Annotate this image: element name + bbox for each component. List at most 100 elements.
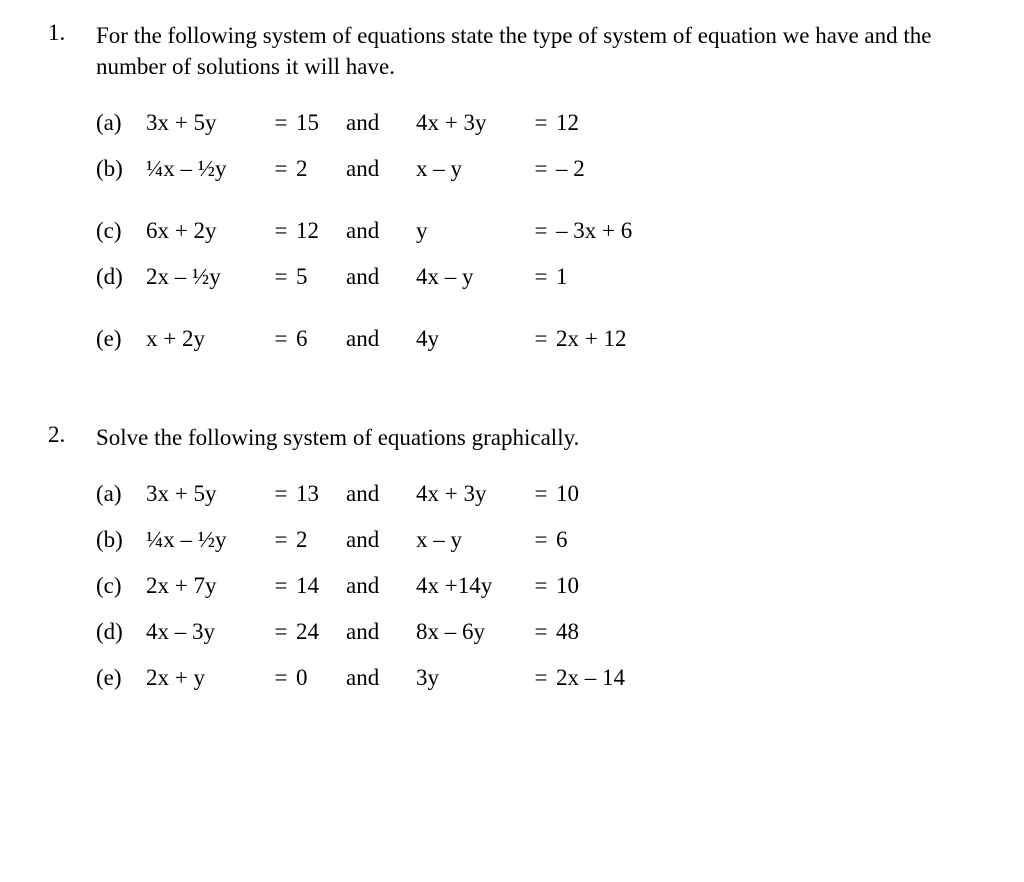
equals-sign: = [526, 527, 556, 553]
equals-sign: = [526, 110, 556, 136]
equals-sign: = [266, 665, 296, 691]
and-word: and [346, 110, 416, 136]
subpart-label: (d) [96, 619, 146, 645]
equals-sign: = [266, 110, 296, 136]
subpart-label: (c) [96, 573, 146, 599]
eq2-lhs: 4x +14y [416, 573, 526, 599]
worksheet-page: 1. For the following system of equations… [0, 0, 1024, 882]
eq2-rhs: – 3x + 6 [556, 218, 632, 244]
eq2-rhs: 2x + 12 [556, 326, 626, 352]
eq2-lhs: y [416, 218, 526, 244]
equals-sign: = [526, 326, 556, 352]
eq2-rhs: 10 [556, 573, 579, 599]
and-word: and [346, 573, 416, 599]
eq2-lhs: 8x – 6y [416, 619, 526, 645]
eq1-rhs: 0 [296, 665, 346, 691]
eq1-rhs: 5 [296, 264, 346, 290]
eq1-lhs: x + 2y [146, 326, 266, 352]
subpart-2b: (b) ¼x – ½y = 2 and x – y = 6 [96, 527, 984, 553]
eq1-lhs: 3x + 5y [146, 481, 266, 507]
subpart-1b: (b) ¼x – ½y = 2 and x – y = – 2 [96, 156, 984, 182]
eq1-lhs: 6x + 2y [146, 218, 266, 244]
and-word: and [346, 264, 416, 290]
equals-sign: = [266, 326, 296, 352]
subpart-label: (e) [96, 326, 146, 352]
eq2-rhs: 1 [556, 264, 568, 290]
subpart-label: (b) [96, 156, 146, 182]
equals-sign: = [526, 264, 556, 290]
subpart-label: (b) [96, 527, 146, 553]
equals-sign: = [526, 665, 556, 691]
problem-prompt: Solve the following system of equations … [96, 422, 984, 453]
problem-body: Solve the following system of equations … [96, 422, 984, 711]
subpart-2c: (c) 2x + 7y = 14 and 4x +14y = 10 [96, 573, 984, 599]
eq1-rhs: 6 [296, 326, 346, 352]
equals-sign: = [526, 573, 556, 599]
subparts-list: (a) 3x + 5y = 13 and 4x + 3y = 10 (b) ¼x… [96, 481, 984, 711]
eq1-lhs: ¼x – ½y [146, 156, 266, 182]
eq1-lhs: 2x + y [146, 665, 266, 691]
subpart-1a: (a) 3x + 5y = 15 and 4x + 3y = 12 [96, 110, 984, 136]
problem-1: 1. For the following system of equations… [40, 20, 984, 372]
and-word: and [346, 619, 416, 645]
equals-sign: = [266, 156, 296, 182]
eq2-rhs: 12 [556, 110, 579, 136]
subpart-label: (a) [96, 110, 146, 136]
eq2-rhs: – 2 [556, 156, 585, 182]
equals-sign: = [266, 619, 296, 645]
problem-2: 2. Solve the following system of equatio… [40, 422, 984, 711]
equals-sign: = [526, 218, 556, 244]
problem-number: 1. [40, 20, 96, 46]
eq1-lhs: 2x – ½y [146, 264, 266, 290]
subpart-label: (c) [96, 218, 146, 244]
eq1-rhs: 14 [296, 573, 346, 599]
eq2-lhs: 4y [416, 326, 526, 352]
problem-body: For the following system of equations st… [96, 20, 984, 372]
and-word: and [346, 481, 416, 507]
equals-sign: = [526, 156, 556, 182]
eq2-lhs: 3y [416, 665, 526, 691]
and-word: and [346, 156, 416, 182]
eq2-rhs: 48 [556, 619, 579, 645]
subpart-1e: (e) x + 2y = 6 and 4y = 2x + 12 [96, 326, 984, 352]
eq1-rhs: 24 [296, 619, 346, 645]
eq1-lhs: 2x + 7y [146, 573, 266, 599]
eq1-rhs: 12 [296, 218, 346, 244]
eq2-lhs: x – y [416, 527, 526, 553]
and-word: and [346, 527, 416, 553]
eq2-lhs: 4x + 3y [416, 481, 526, 507]
eq1-lhs: 3x + 5y [146, 110, 266, 136]
subpart-label: (a) [96, 481, 146, 507]
eq2-lhs: x – y [416, 156, 526, 182]
eq1-lhs: ¼x – ½y [146, 527, 266, 553]
eq2-rhs: 2x – 14 [556, 665, 625, 691]
eq1-rhs: 2 [296, 527, 346, 553]
eq1-rhs: 13 [296, 481, 346, 507]
equals-sign: = [526, 619, 556, 645]
problem-prompt: For the following system of equations st… [96, 20, 984, 82]
subpart-2a: (a) 3x + 5y = 13 and 4x + 3y = 10 [96, 481, 984, 507]
equals-sign: = [266, 527, 296, 553]
equals-sign: = [266, 481, 296, 507]
and-word: and [346, 665, 416, 691]
equals-sign: = [266, 573, 296, 599]
eq1-rhs: 15 [296, 110, 346, 136]
and-word: and [346, 326, 416, 352]
equals-sign: = [266, 218, 296, 244]
and-word: and [346, 218, 416, 244]
eq1-lhs: 4x – 3y [146, 619, 266, 645]
equals-sign: = [526, 481, 556, 507]
eq1-rhs: 2 [296, 156, 346, 182]
subpart-2d: (d) 4x – 3y = 24 and 8x – 6y = 48 [96, 619, 984, 645]
subpart-label: (e) [96, 665, 146, 691]
eq2-rhs: 10 [556, 481, 579, 507]
eq2-rhs: 6 [556, 527, 568, 553]
subparts-list: (a) 3x + 5y = 15 and 4x + 3y = 12 (b) ¼x… [96, 110, 984, 372]
eq2-lhs: 4x – y [416, 264, 526, 290]
subpart-label: (d) [96, 264, 146, 290]
eq2-lhs: 4x + 3y [416, 110, 526, 136]
subpart-1d: (d) 2x – ½y = 5 and 4x – y = 1 [96, 264, 984, 290]
problem-number: 2. [40, 422, 96, 448]
subpart-1c: (c) 6x + 2y = 12 and y = – 3x + 6 [96, 218, 984, 244]
subpart-2e: (e) 2x + y = 0 and 3y = 2x – 14 [96, 665, 984, 691]
